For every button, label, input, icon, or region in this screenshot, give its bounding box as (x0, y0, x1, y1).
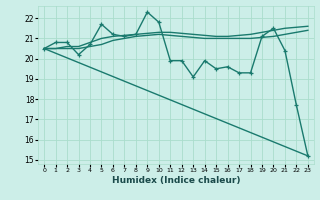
X-axis label: Humidex (Indice chaleur): Humidex (Indice chaleur) (112, 176, 240, 185)
